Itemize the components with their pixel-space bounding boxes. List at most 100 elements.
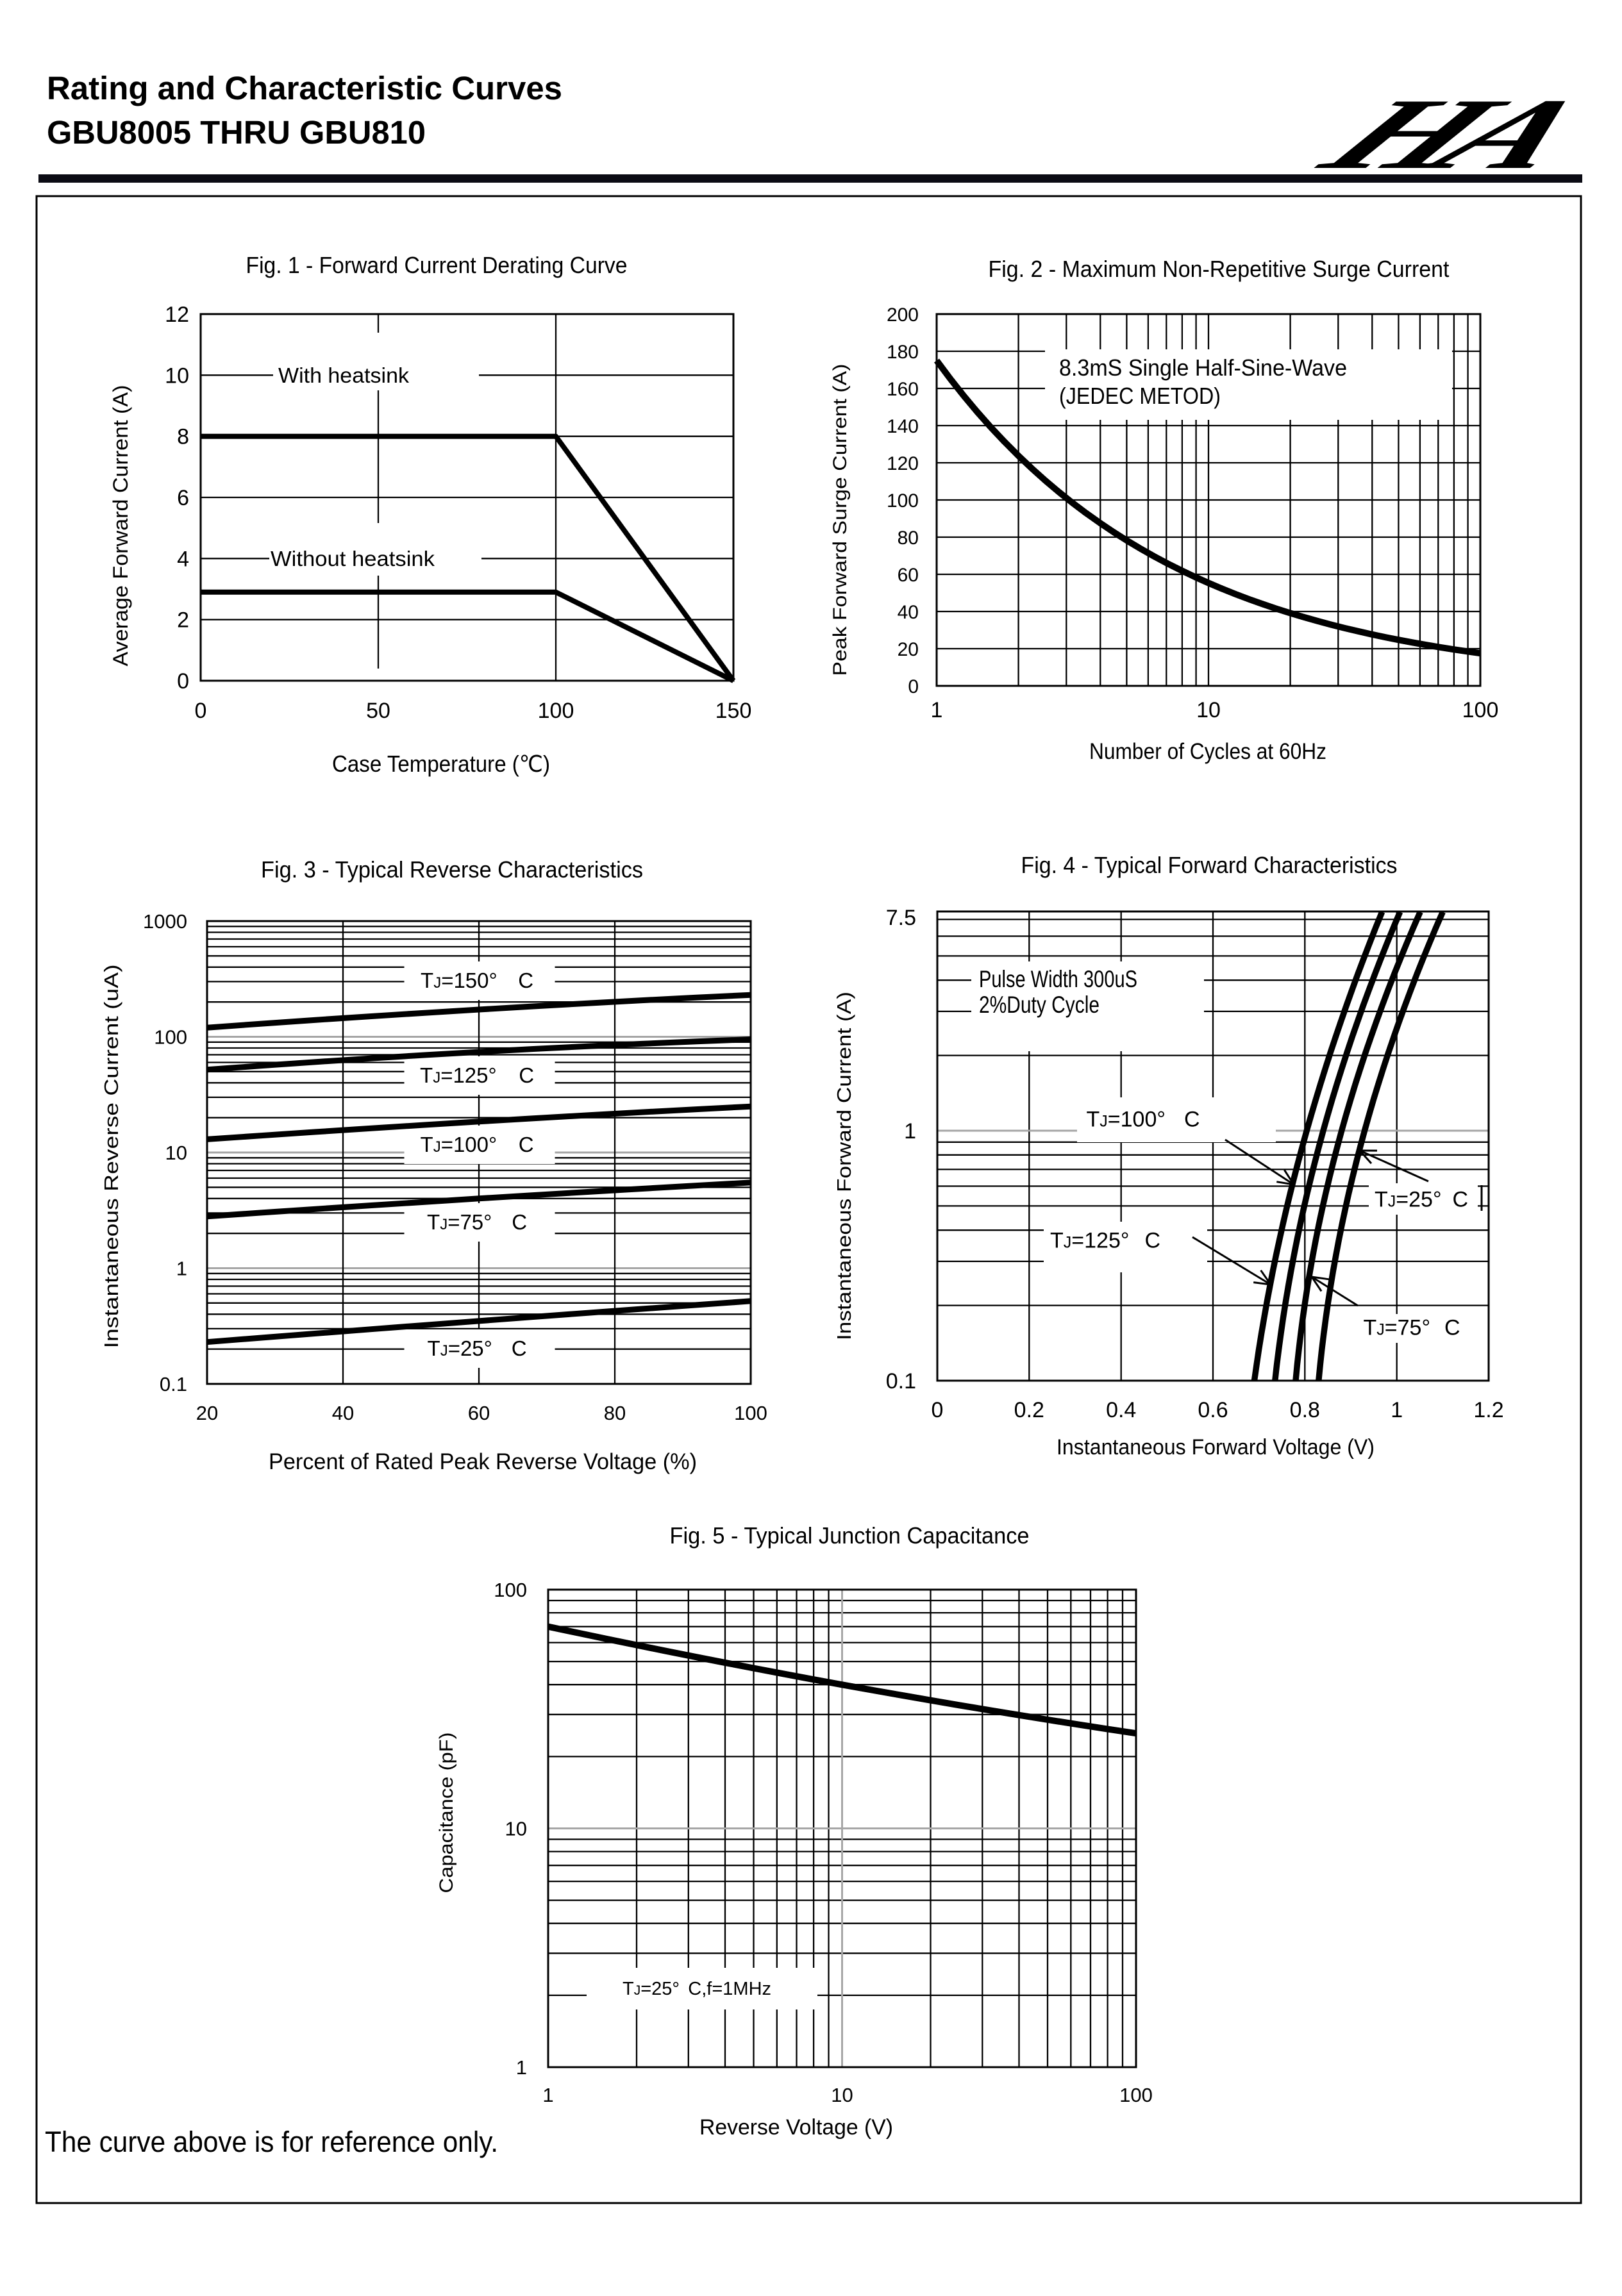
svg-text:J: J [440, 1216, 447, 1233]
svg-text:10: 10 [505, 1818, 527, 1840]
svg-text:0.6: 0.6 [1198, 1398, 1228, 1422]
svg-text:=25°: =25° [448, 1336, 492, 1360]
svg-text:80: 80 [898, 528, 919, 549]
svg-text:150: 150 [715, 699, 752, 723]
svg-text:=125°: =125° [440, 1063, 497, 1087]
svg-text:1: 1 [931, 698, 943, 722]
svg-text:50: 50 [366, 699, 390, 723]
svg-text:C: C [512, 1210, 527, 1234]
svg-text:100: 100 [538, 699, 574, 723]
svg-text:J: J [433, 974, 441, 992]
svg-text:T: T [1050, 1229, 1064, 1253]
svg-text:T: T [421, 1133, 433, 1156]
svg-text:0: 0 [195, 699, 207, 723]
svg-text:Capacitance (pF): Capacitance (pF) [436, 1733, 457, 1893]
svg-text:The curve above is for referen: The curve above is for reference only. [45, 2125, 498, 2158]
svg-text:GBU8005 THRU GBU810: GBU8005 THRU GBU810 [47, 114, 426, 151]
svg-text:100: 100 [734, 1402, 767, 1424]
svg-text:Case Temperature (℃): Case Temperature (℃) [332, 751, 550, 777]
svg-text:120: 120 [887, 453, 919, 474]
svg-text:Fig. 5 - Typical Junction Capa: Fig. 5 - Typical Junction Capacitance [670, 1522, 1030, 1549]
svg-text:0: 0 [908, 676, 919, 697]
svg-text:1: 1 [542, 2084, 553, 2106]
svg-text:1: 1 [1391, 1398, 1403, 1422]
svg-text:J: J [433, 1069, 440, 1086]
svg-text:8: 8 [177, 425, 189, 449]
svg-text:6: 6 [177, 486, 189, 510]
svg-text:8.3mS Single Half-Sine-Wave: 8.3mS Single Half-Sine-Wave [1059, 354, 1347, 381]
svg-text:100: 100 [154, 1026, 187, 1049]
svg-text:J: J [1099, 1113, 1108, 1131]
svg-text:60: 60 [898, 565, 919, 586]
svg-text:10: 10 [165, 363, 189, 388]
svg-text:C: C [1444, 1316, 1460, 1340]
svg-text:Fig. 4 - Typical Forward Chara: Fig. 4 - Typical Forward Characteristics [1021, 852, 1398, 878]
svg-text:10: 10 [1196, 698, 1221, 722]
svg-text:100: 100 [1119, 2084, 1153, 2106]
svg-text:T: T [1364, 1316, 1377, 1340]
svg-text:=100°: =100° [1108, 1108, 1166, 1132]
svg-text:Peak Forward Surge Current (A): Peak Forward Surge Current (A) [830, 364, 851, 676]
svg-text:=25°: =25° [1396, 1188, 1441, 1212]
svg-text:Instantaneous Forward Current: Instantaneous Forward Current (A) [833, 992, 855, 1340]
svg-text:40: 40 [332, 1402, 354, 1424]
svg-text:1.2: 1.2 [1473, 1398, 1503, 1422]
svg-text:=75°: =75° [447, 1210, 492, 1234]
svg-text:7.5: 7.5 [886, 906, 916, 930]
svg-text:0.4: 0.4 [1106, 1398, 1136, 1422]
svg-text:0.8: 0.8 [1290, 1398, 1320, 1422]
svg-text:80: 80 [604, 1402, 626, 1424]
svg-text:Instantaneous Reverse Current: Instantaneous Reverse Current (uA) [100, 965, 122, 1349]
svg-text:T: T [623, 1979, 634, 1999]
svg-text:J: J [1064, 1234, 1072, 1252]
svg-text:Number of Cycles at 60Hz: Number of Cycles at 60Hz [1089, 739, 1326, 764]
svg-text:With heatsink: With heatsink [278, 363, 410, 387]
svg-text:Rating and Characteristic Curv: Rating and Characteristic Curves [47, 70, 562, 106]
svg-text:0.1: 0.1 [160, 1373, 187, 1395]
svg-text:J: J [1388, 1193, 1396, 1211]
svg-text:0: 0 [932, 1398, 944, 1422]
svg-text:40: 40 [898, 602, 919, 623]
svg-text:180: 180 [887, 342, 919, 363]
svg-text:=25°: =25° [640, 1979, 680, 1999]
svg-text:=150°: =150° [441, 969, 497, 992]
svg-text:T: T [428, 1336, 440, 1360]
svg-text:60: 60 [468, 1402, 490, 1424]
svg-text:1: 1 [904, 1119, 916, 1144]
svg-text:C: C [512, 1336, 527, 1360]
svg-text:T: T [421, 969, 433, 992]
svg-text:140: 140 [887, 416, 919, 437]
svg-text:Fig. 2 - Maximum Non-Repetitiv: Fig. 2 - Maximum Non-Repetitive Surge Cu… [989, 256, 1450, 282]
svg-text:C: C [519, 1133, 534, 1156]
svg-text:20: 20 [196, 1402, 218, 1424]
svg-text:Percent of Rated Peak Reverse: Percent of Rated Peak Reverse Voltage (%… [269, 1449, 697, 1474]
svg-text:1000: 1000 [143, 910, 187, 933]
svg-text:100: 100 [494, 1579, 527, 1601]
svg-text:T: T [427, 1210, 440, 1234]
svg-text:C: C [1184, 1108, 1200, 1132]
svg-text:10: 10 [831, 2084, 853, 2106]
svg-text:2: 2 [177, 608, 189, 633]
svg-text:160: 160 [887, 379, 919, 400]
svg-text:100: 100 [1462, 698, 1499, 722]
svg-text:C: C [1145, 1229, 1161, 1253]
svg-text:1: 1 [516, 2056, 527, 2079]
svg-text:0.2: 0.2 [1014, 1398, 1044, 1422]
svg-text:J: J [1376, 1321, 1385, 1339]
svg-text:0: 0 [177, 669, 189, 694]
svg-text:C,f=1MHz: C,f=1MHz [688, 1979, 771, 1999]
svg-text:(JEDEC METOD): (JEDEC METOD) [1059, 383, 1221, 409]
svg-text:100: 100 [887, 490, 919, 512]
svg-text:Average Forward Current (A): Average Forward Current (A) [109, 385, 132, 667]
svg-text:Without heatsink: Without heatsink [271, 547, 435, 570]
svg-text:0.1: 0.1 [886, 1369, 916, 1393]
svg-text:Reverse Voltage (V): Reverse Voltage (V) [699, 2115, 893, 2140]
svg-text:=75°: =75° [1385, 1316, 1430, 1340]
svg-text:J: J [433, 1138, 441, 1156]
svg-text:Instantaneous Forward Voltage: Instantaneous Forward Voltage (V) [1057, 1435, 1375, 1460]
svg-text:J: J [634, 1983, 641, 1998]
svg-text:T: T [420, 1063, 433, 1087]
svg-text:Fig. 3 - Typical Reverse Chara: Fig. 3 - Typical Reverse Characteristics [261, 856, 643, 883]
svg-text:1: 1 [176, 1258, 187, 1280]
svg-text:4: 4 [177, 547, 189, 571]
